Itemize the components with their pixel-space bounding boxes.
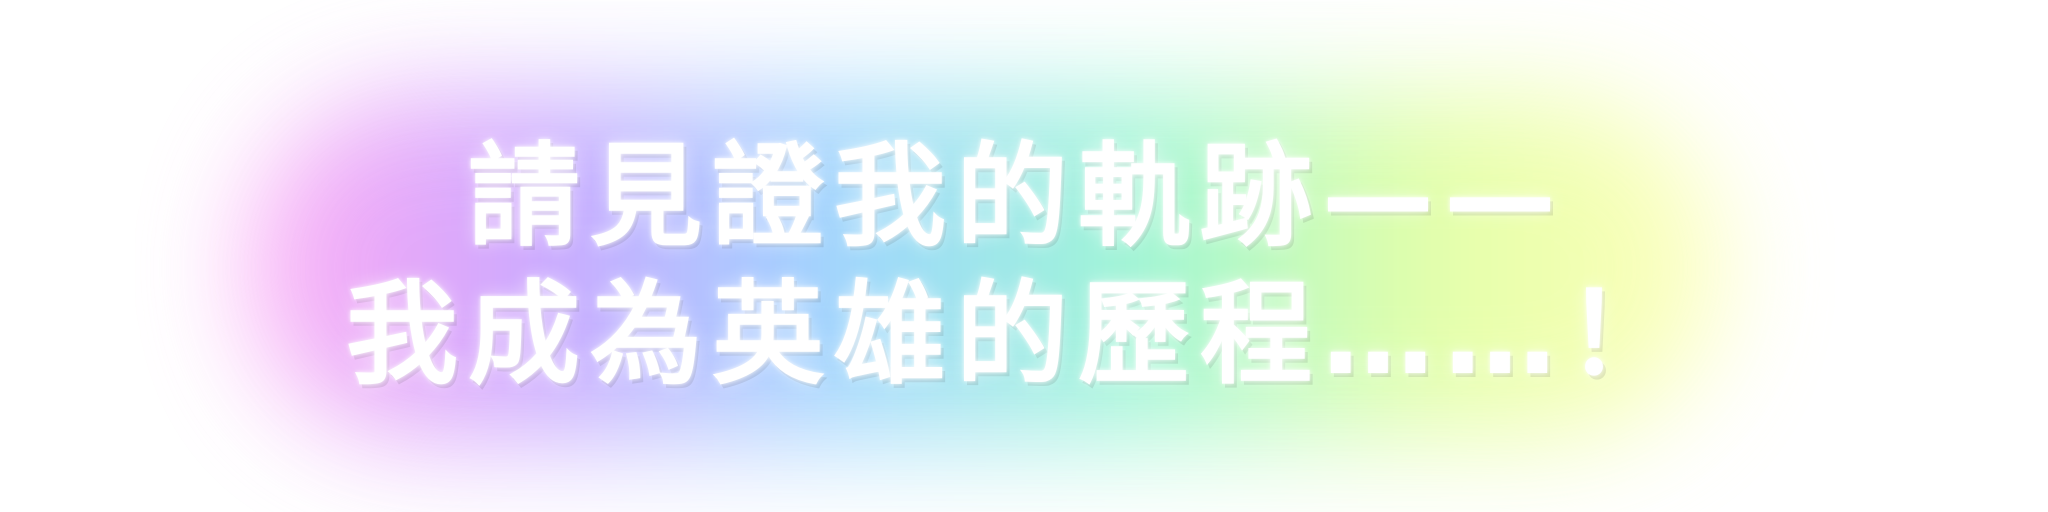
- headline-line-1: 請見證我的軌跡——: [468, 132, 1566, 262]
- rainbow-glow-background: [250, 95, 1720, 440]
- headline-line-2: 我成為英雄的歷程……！: [346, 270, 1688, 400]
